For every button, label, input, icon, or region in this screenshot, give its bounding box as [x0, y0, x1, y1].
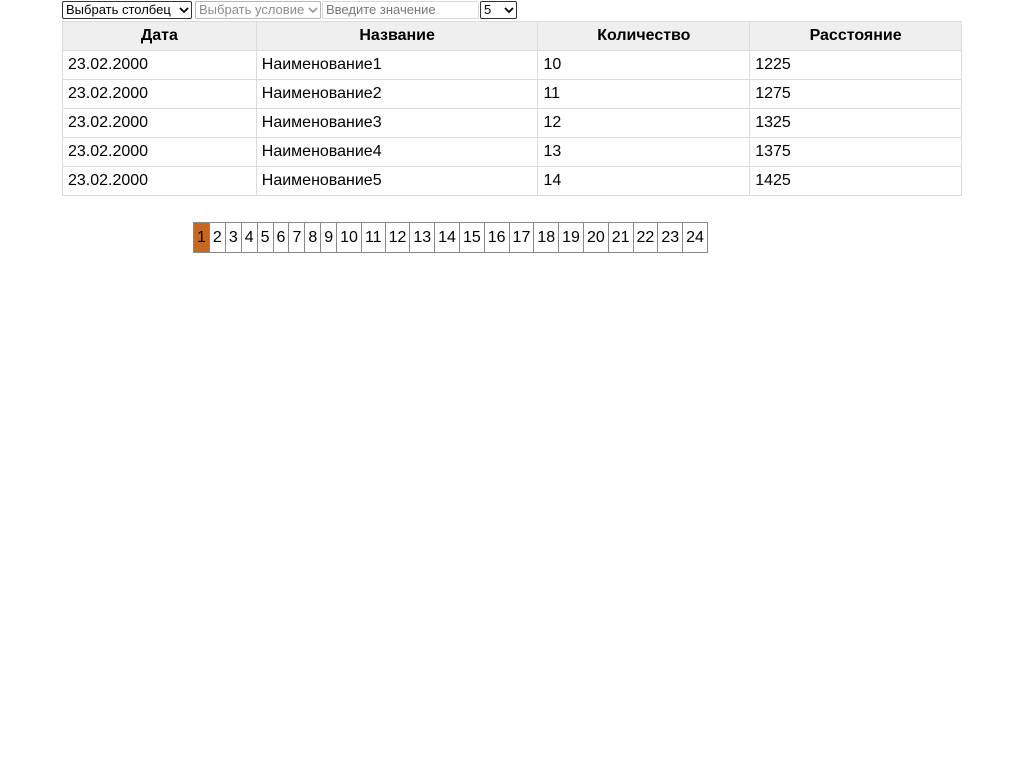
page-button-4[interactable]: 4: [240, 222, 258, 253]
chevron-down-icon: [308, 7, 318, 14]
table-row: 23.02.2000 Наименование2 11 1275: [62, 79, 962, 109]
page-button-11[interactable]: 11: [360, 222, 386, 253]
page-button-1[interactable]: 1: [193, 222, 210, 253]
page-button-21[interactable]: 21: [607, 222, 634, 253]
page-button-23[interactable]: 23: [657, 222, 684, 253]
cell-name: Наименование1: [255, 50, 539, 80]
per-page-value: 5: [484, 2, 492, 17]
table-header-row: Дата Название Количество Расстояние: [62, 21, 962, 51]
condition-select-value: Выбрать условие: [199, 2, 305, 17]
column-select[interactable]: Выбрать столбец: [62, 1, 192, 19]
cell-quantity: 11: [537, 79, 751, 109]
page-button-17[interactable]: 17: [508, 222, 535, 253]
page-button-6[interactable]: 6: [272, 222, 290, 253]
column-header-distance[interactable]: Расстояние: [749, 21, 962, 51]
table-row: 23.02.2000 Наименование5 14 1425: [62, 166, 962, 196]
table-row: 23.02.2000 Наименование4 13 1375: [62, 137, 962, 167]
page-button-2[interactable]: 2: [208, 222, 226, 253]
column-header-date[interactable]: Дата: [62, 21, 257, 51]
page-button-7[interactable]: 7: [288, 222, 306, 253]
cell-date: 23.02.2000: [62, 137, 257, 167]
cell-name: Наименование4: [255, 137, 539, 167]
cell-quantity: 10: [537, 50, 751, 80]
cell-date: 23.02.2000: [62, 108, 257, 138]
value-input-placeholder: Введите значение: [326, 2, 436, 17]
page-button-12[interactable]: 12: [384, 222, 411, 253]
page-button-15[interactable]: 15: [458, 222, 485, 253]
cell-quantity: 12: [537, 108, 751, 138]
page-button-22[interactable]: 22: [632, 222, 659, 253]
cell-date: 23.02.2000: [62, 50, 257, 80]
filter-toolbar: Выбрать столбец Выбрать условие Введите …: [62, 1, 962, 21]
cell-date: 23.02.2000: [62, 166, 257, 196]
column-header-quantity[interactable]: Количество: [537, 21, 751, 51]
cell-distance: 1225: [749, 50, 962, 80]
page-button-8[interactable]: 8: [304, 222, 322, 253]
page-button-20[interactable]: 20: [582, 222, 609, 253]
value-input[interactable]: Введите значение: [322, 1, 479, 19]
condition-select[interactable]: Выбрать условие: [195, 1, 321, 19]
cell-quantity: 14: [537, 166, 751, 196]
cell-date: 23.02.2000: [62, 79, 257, 109]
data-table: Дата Название Количество Расстояние 23.0…: [62, 21, 962, 196]
cell-name: Наименование2: [255, 79, 539, 109]
cell-name: Наименование3: [255, 108, 539, 138]
chevron-down-icon: [179, 7, 189, 14]
page-button-18[interactable]: 18: [533, 222, 560, 253]
page-button-14[interactable]: 14: [434, 222, 460, 253]
page-button-16[interactable]: 16: [483, 222, 510, 253]
cell-distance: 1325: [749, 108, 962, 138]
per-page-select[interactable]: 5: [480, 1, 517, 19]
page-button-19[interactable]: 19: [558, 222, 584, 253]
chevron-down-icon: [504, 7, 514, 14]
page-button-10[interactable]: 10: [336, 222, 362, 253]
cell-quantity: 13: [537, 137, 751, 167]
cell-distance: 1275: [749, 79, 962, 109]
cell-name: Наименование5: [255, 166, 539, 196]
page-button-9[interactable]: 9: [320, 222, 338, 253]
cell-distance: 1375: [749, 137, 962, 167]
column-select-value: Выбрать столбец: [66, 2, 171, 17]
page-button-3[interactable]: 3: [224, 222, 242, 253]
column-header-name[interactable]: Название: [255, 21, 539, 51]
pagination: 1 2 3 4 5 6 7 8 9 10 11 12 13 14 15 16 1…: [193, 222, 708, 253]
page-button-5[interactable]: 5: [256, 222, 274, 253]
cell-distance: 1425: [749, 166, 962, 196]
table-row: 23.02.2000 Наименование3 12 1325: [62, 108, 962, 138]
page-button-24[interactable]: 24: [682, 222, 708, 253]
table-row: 23.02.2000 Наименование1 10 1225: [62, 50, 962, 80]
page-button-13[interactable]: 13: [409, 222, 436, 253]
